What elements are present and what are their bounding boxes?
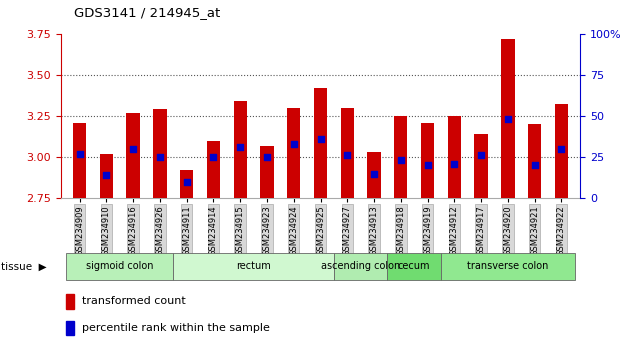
Text: percentile rank within the sample: percentile rank within the sample: [82, 323, 270, 333]
Bar: [501, 39, 515, 198]
Bar: [474, 134, 488, 198]
FancyBboxPatch shape: [173, 252, 334, 280]
Text: tissue  ▶: tissue ▶: [1, 261, 47, 272]
Bar: [100, 154, 113, 198]
FancyBboxPatch shape: [334, 252, 387, 280]
FancyBboxPatch shape: [441, 252, 575, 280]
Point: [101, 172, 112, 178]
Point: [529, 162, 540, 168]
Point: [556, 146, 567, 152]
Text: cecum: cecum: [398, 261, 430, 272]
Bar: [73, 122, 87, 198]
Bar: [394, 116, 408, 198]
Point: [422, 162, 433, 168]
Bar: [207, 141, 220, 198]
Bar: [447, 116, 461, 198]
FancyBboxPatch shape: [66, 252, 173, 280]
Text: transverse colon: transverse colon: [467, 261, 549, 272]
Point: [154, 154, 165, 160]
Bar: [260, 145, 274, 198]
Bar: [554, 104, 568, 198]
Bar: [233, 101, 247, 198]
Point: [369, 171, 379, 176]
Text: transformed count: transformed count: [82, 296, 186, 307]
FancyBboxPatch shape: [387, 252, 441, 280]
Bar: [153, 109, 167, 198]
Point: [342, 153, 353, 158]
Point: [288, 141, 299, 147]
Bar: [340, 108, 354, 198]
Point: [449, 161, 460, 166]
Bar: [367, 152, 381, 198]
Point: [235, 144, 246, 150]
Point: [503, 116, 513, 122]
Text: ascending colon: ascending colon: [321, 261, 400, 272]
Bar: [180, 170, 194, 198]
Bar: [66, 321, 74, 336]
Point: [476, 153, 487, 158]
Bar: [287, 108, 301, 198]
Text: GDS3141 / 214945_at: GDS3141 / 214945_at: [74, 6, 220, 19]
Point: [315, 136, 326, 142]
Bar: [66, 294, 74, 309]
Text: rectum: rectum: [237, 261, 271, 272]
Point: [128, 146, 138, 152]
Bar: [126, 113, 140, 198]
Bar: [528, 124, 541, 198]
Point: [74, 151, 85, 156]
Point: [208, 154, 219, 160]
Text: sigmoid colon: sigmoid colon: [86, 261, 154, 272]
Point: [262, 154, 272, 160]
Point: [181, 179, 192, 184]
Bar: [421, 122, 434, 198]
Point: [395, 158, 406, 163]
Bar: [314, 88, 327, 198]
